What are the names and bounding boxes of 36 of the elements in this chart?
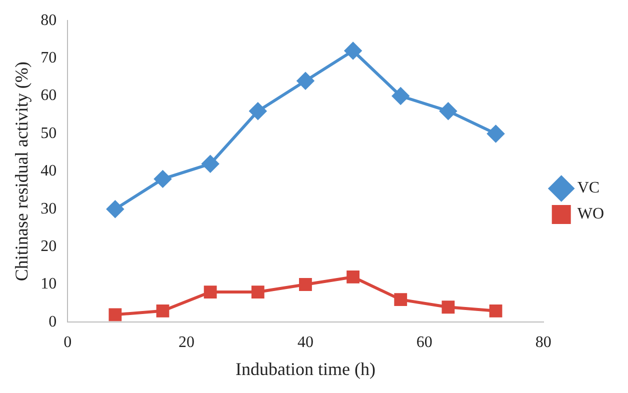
point — [204, 286, 217, 298]
legend-label: WO — [577, 206, 604, 223]
y-tick-label: 60 — [40, 87, 57, 104]
y-tick-label: 20 — [40, 238, 57, 256]
x-tick-label: 60 — [416, 334, 432, 352]
point — [202, 155, 219, 172]
legend-label: VC — [577, 180, 600, 197]
point — [154, 170, 172, 188]
y-tick-label: 30 — [40, 200, 57, 218]
point — [392, 88, 410, 104]
y-tick-label: 40 — [40, 162, 57, 180]
point — [344, 42, 362, 60]
y-tick-label: 80 — [40, 12, 57, 29]
point — [249, 102, 266, 120]
x-tick-label: 40 — [297, 334, 314, 352]
x-tick-label: 80 — [535, 334, 552, 352]
point — [346, 270, 360, 284]
point — [296, 72, 314, 90]
point — [442, 300, 455, 314]
x-axis-title: Indubation time (h) — [235, 358, 376, 379]
point — [489, 304, 502, 318]
y-tick-label: 50 — [40, 124, 57, 142]
point — [440, 102, 457, 120]
y-tick-label: 10 — [40, 276, 57, 293]
x-tick-label: 0 — [64, 334, 72, 352]
point — [106, 200, 124, 218]
y-tick-label: 70 — [40, 50, 57, 67]
point — [487, 125, 504, 142]
point — [394, 293, 408, 306]
point — [299, 278, 312, 291]
point — [156, 304, 170, 318]
point — [108, 308, 122, 322]
x-tick-label: 20 — [178, 334, 195, 352]
y-tick-label: 0 — [48, 313, 57, 330]
point — [251, 286, 264, 298]
y-axis-title: Chitinase residual activity (%) — [12, 62, 32, 282]
